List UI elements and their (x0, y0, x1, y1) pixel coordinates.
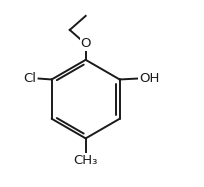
Text: Cl: Cl (23, 72, 35, 85)
Text: OH: OH (138, 72, 159, 85)
Text: CH₃: CH₃ (73, 154, 97, 167)
Text: O: O (80, 37, 91, 50)
